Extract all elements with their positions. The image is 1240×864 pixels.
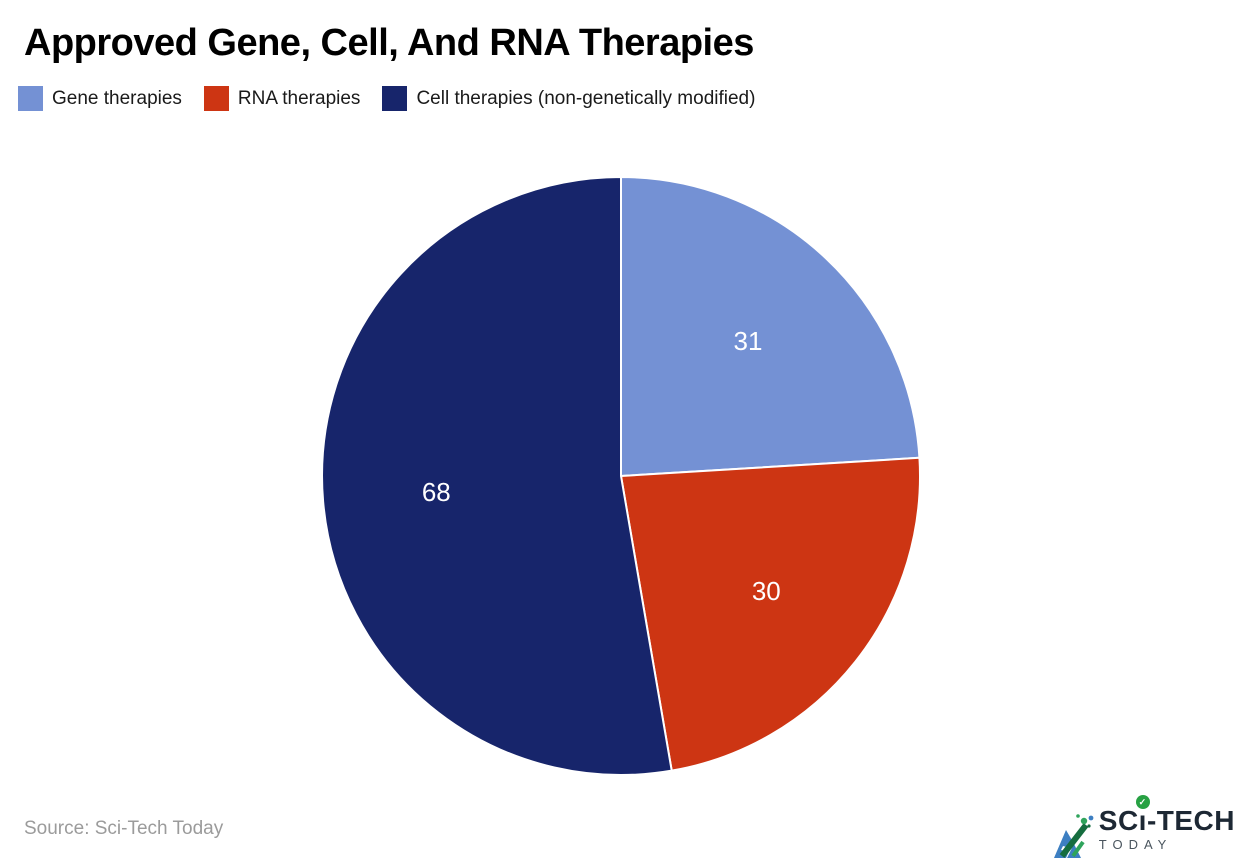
legend-item: Cell therapies (non-genetically modified… <box>382 86 755 111</box>
logo-text-prefix: SC <box>1098 805 1139 836</box>
scitech-logo-main: SC ı ✓ -TECH <box>1098 795 1235 836</box>
legend-swatch <box>203 86 229 111</box>
legend-item: RNA therapies <box>203 86 361 111</box>
legend-label: Gene therapies <box>52 87 182 109</box>
pie-slice-rna-therapies <box>620 456 921 772</box>
pie-slice-value-label: 30 <box>752 576 781 606</box>
logo-letter-i: ı ✓ <box>1135 795 1150 835</box>
scitech-logo-sub: TODAY <box>1098 837 1173 853</box>
pie-chart-container: 31 30 68 <box>319 174 923 778</box>
legend-label: Cell therapies (non-genetically modified… <box>416 87 756 109</box>
legend: Gene therapies RNA therapies Cell therapie… <box>18 86 755 111</box>
pie-slice-gene-therapies <box>620 176 921 477</box>
legend-swatch <box>382 86 408 111</box>
source-note: Source: Sci-Tech Today <box>24 818 224 839</box>
legend-swatch <box>18 86 43 111</box>
logo-text-suffix: -TECH <box>1146 805 1235 836</box>
pie-slice-value-label: 31 <box>734 326 763 356</box>
pie-slice-cell-therapies-non-genetically-modified <box>321 176 673 776</box>
check-icon: ✓ <box>1135 795 1150 809</box>
legend-label: RNA therapies <box>237 87 361 109</box>
pie-chart: 31 30 68 <box>321 176 921 776</box>
pie-slice-value-label: 68 <box>422 477 451 507</box>
scitech-logo-icon <box>1053 814 1094 858</box>
scitech-logo: SC ı ✓ -TECH TODAY <box>1053 795 1235 858</box>
scitech-logo-text: SC ı ✓ -TECH TODAY <box>1098 795 1235 853</box>
chart-title: Approved Gene, Cell, And RNA Therapies <box>24 22 754 64</box>
legend-item: Gene therapies <box>18 86 182 111</box>
